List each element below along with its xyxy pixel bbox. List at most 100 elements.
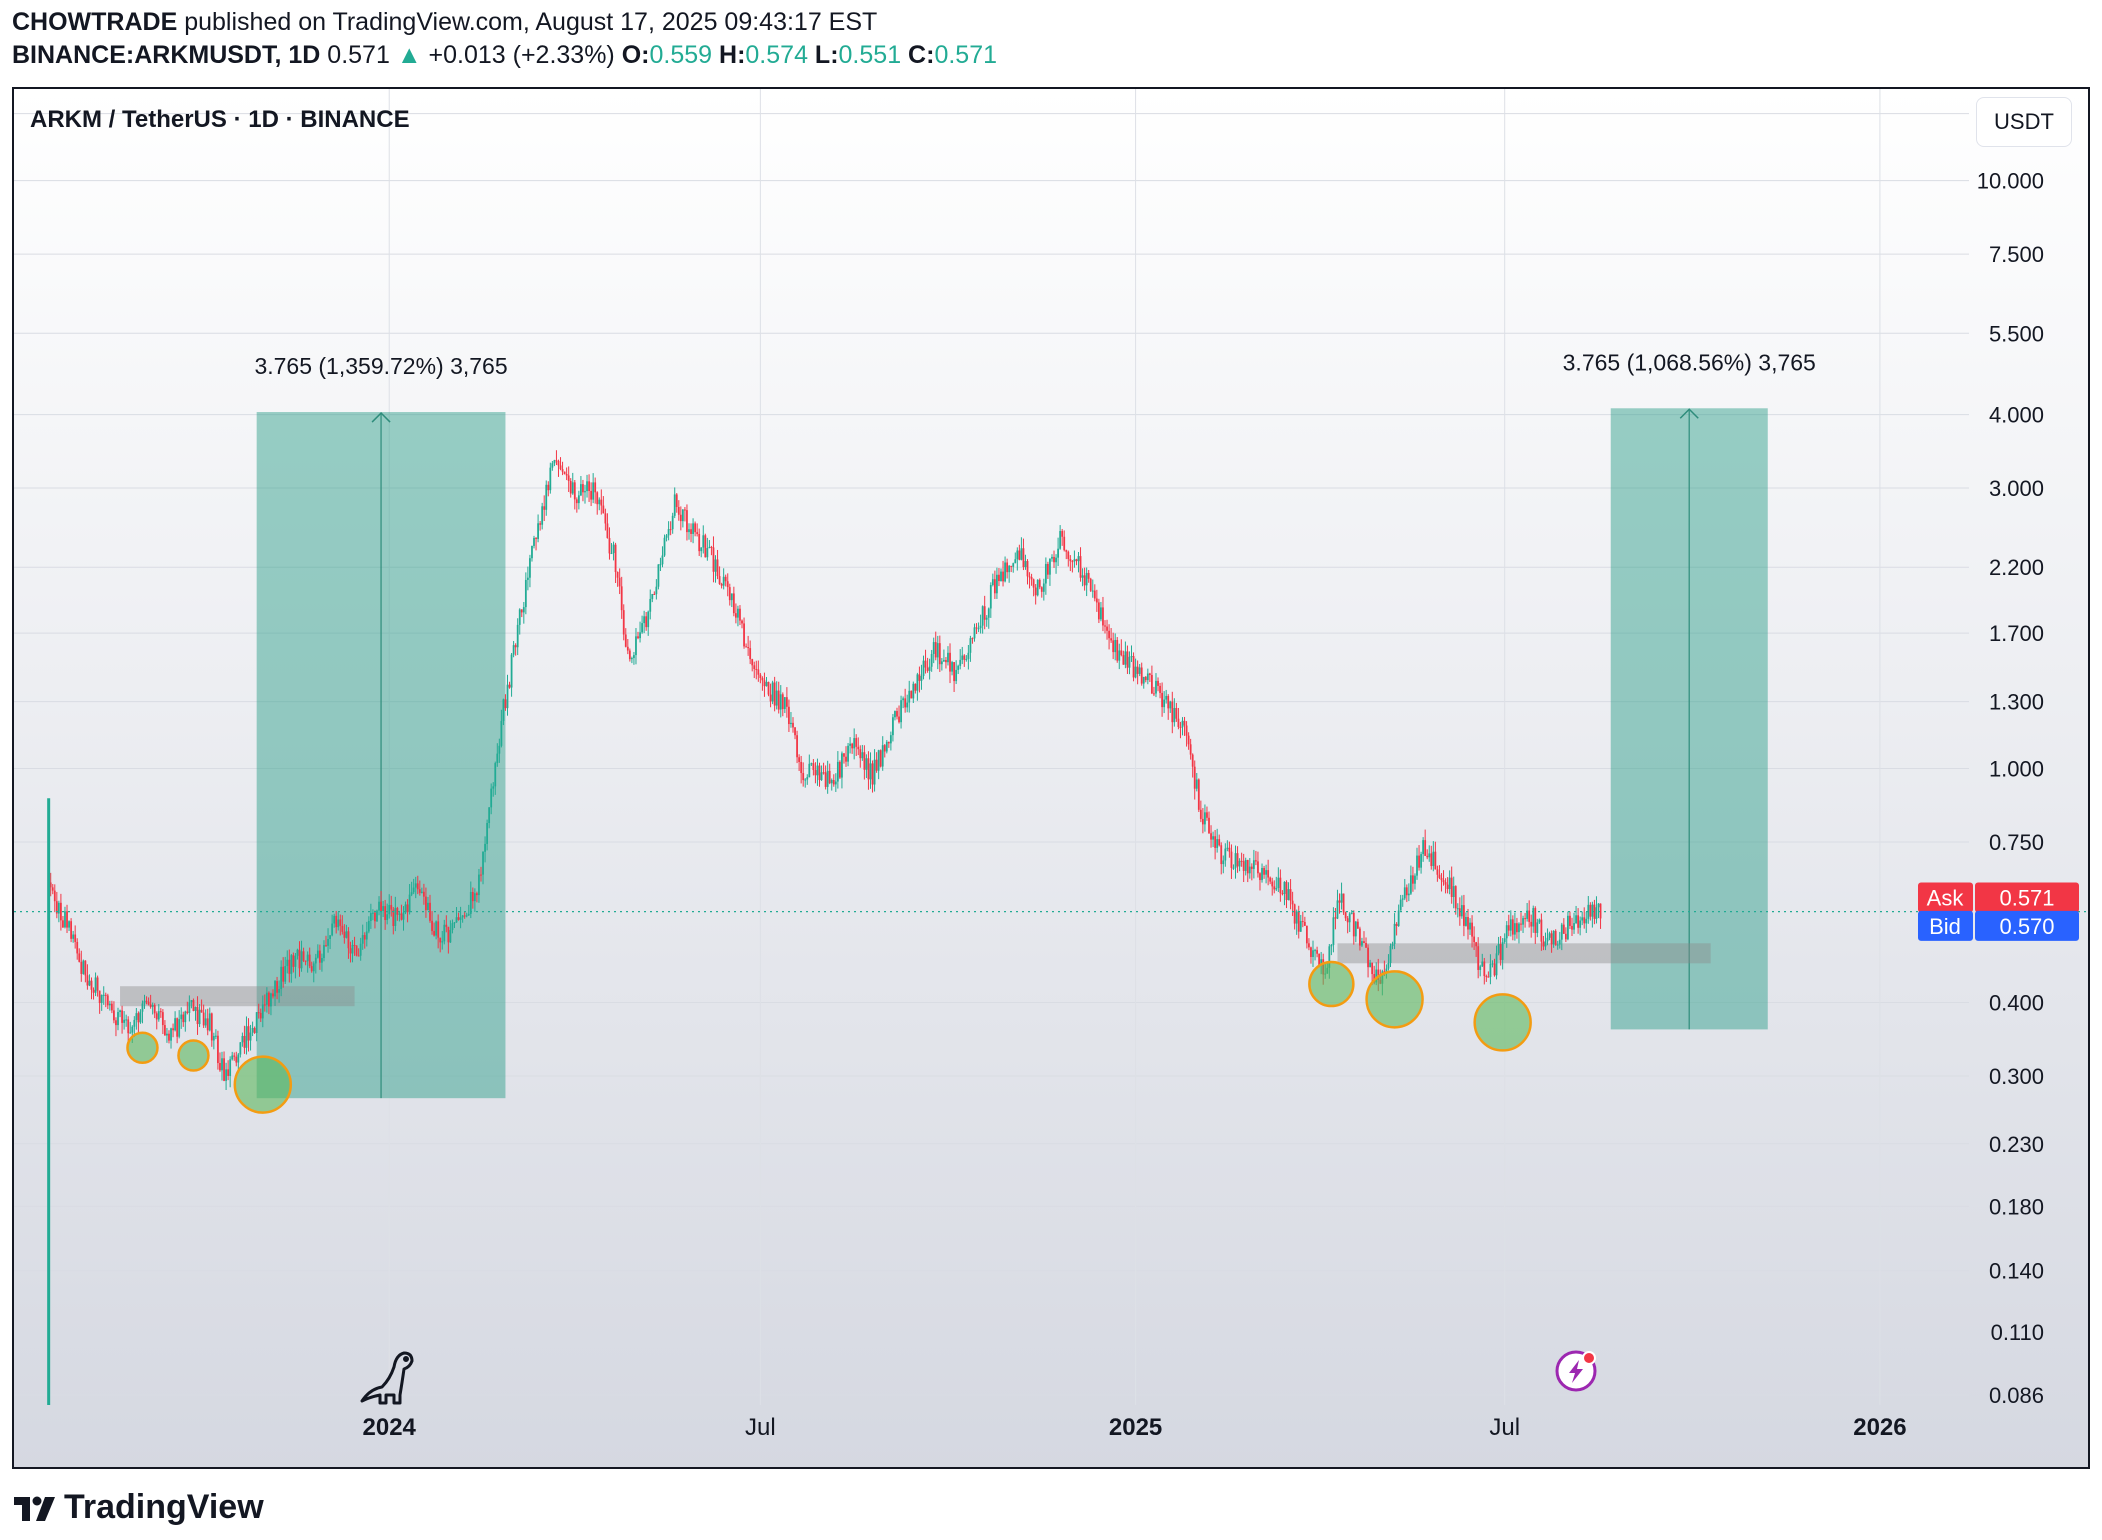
candle-body-up: [1077, 556, 1080, 562]
candle-body-up: [178, 1019, 181, 1037]
candle-body-up: [947, 652, 949, 663]
candle-body-down: [608, 537, 611, 554]
candle-body-down: [508, 684, 511, 688]
candle-body-up: [1277, 877, 1280, 888]
candle-body-down: [433, 931, 435, 936]
candle-body-down: [1087, 572, 1090, 579]
support-touch-circle: [126, 1031, 159, 1065]
candle-body-down: [347, 931, 350, 949]
candle-body-up: [1503, 938, 1506, 943]
candle-body-up: [657, 564, 660, 587]
candle-body-up: [410, 892, 413, 895]
candle-body-up: [57, 902, 60, 914]
candle-body-down: [1316, 950, 1318, 954]
candle-body-up: [533, 537, 535, 546]
candle-body-down: [739, 608, 741, 621]
candle-body-down: [1334, 917, 1337, 919]
currency-unit-button[interactable]: USDT: [1976, 97, 2072, 147]
candle-body-up: [496, 753, 499, 764]
candle-body-up: [1330, 945, 1333, 947]
candle-body-up: [889, 735, 892, 744]
candle-body-down: [339, 919, 342, 926]
candle-body-up: [1142, 676, 1145, 684]
high-label: H:: [719, 41, 746, 69]
candle-body-up: [1489, 963, 1492, 977]
candle-body-down: [645, 616, 648, 628]
candle-body-down: [1102, 607, 1104, 626]
candle-body-up: [877, 750, 880, 771]
candle-body-down: [910, 690, 913, 699]
candle-body-down: [755, 669, 758, 671]
candle-body-up: [1369, 962, 1372, 968]
candle-body-up: [706, 548, 709, 558]
candle-body-up: [1532, 908, 1535, 927]
candle-body-down: [1177, 718, 1180, 727]
candle-body-up: [1012, 563, 1015, 567]
candle-body-up: [129, 1032, 132, 1034]
candle-body-up: [1361, 941, 1363, 946]
candle-body-up: [398, 913, 401, 915]
candle-body-down: [1467, 916, 1469, 930]
candle-body-down: [1250, 866, 1253, 869]
candle-body-down: [243, 1035, 246, 1048]
candle-body-down: [1365, 942, 1367, 948]
candle-body-up: [214, 1035, 217, 1037]
candle-body-down: [53, 890, 56, 902]
candle-body-down: [1530, 921, 1533, 927]
candle-body-up: [708, 546, 711, 549]
candle-body-down: [898, 716, 900, 723]
candle-body-up: [649, 598, 652, 612]
candle-body-up: [492, 786, 495, 789]
candle-body-down: [1281, 893, 1284, 895]
candle-body-up: [490, 788, 493, 808]
candle-body-down: [49, 882, 52, 888]
candle-body-down: [726, 581, 729, 588]
candle-body-up: [1036, 579, 1039, 596]
candle-body-down: [1344, 912, 1347, 919]
chart-title: ARKM / TetherUS · 1D · BINANCE: [30, 106, 410, 133]
ask-value: 0.571: [1999, 886, 2054, 911]
candle-body-up: [635, 636, 637, 656]
candle-body-up: [1020, 548, 1023, 560]
candle-body-up: [208, 1013, 211, 1031]
candle-body-up: [1165, 695, 1168, 700]
candle-body-up: [1252, 860, 1255, 869]
candle-body-down: [127, 1019, 130, 1034]
candle-body-up: [166, 1033, 168, 1036]
candle-body-up: [633, 655, 635, 659]
candle-body-down: [1473, 936, 1476, 943]
candle-body-down: [396, 907, 399, 915]
candle-body-up: [957, 665, 960, 670]
candle-body-down: [1006, 562, 1009, 573]
candle-body-down: [1483, 961, 1486, 977]
candle-body-up: [1350, 912, 1353, 914]
candle-body-down: [1034, 587, 1037, 596]
candle-body-down: [1424, 840, 1427, 856]
candle-body-up: [478, 874, 480, 896]
candle-body-up: [139, 1011, 142, 1023]
candle-body-down: [698, 533, 701, 552]
candle-body-up: [1546, 937, 1549, 942]
candle-body-down: [620, 586, 623, 611]
candle-body-up: [1128, 656, 1131, 668]
y-tick-label: 0.086: [1989, 1383, 2044, 1408]
candle-body-up: [714, 559, 717, 572]
candle-body-down: [1293, 904, 1296, 924]
candle-body-down: [953, 662, 955, 682]
candle-body-down: [200, 1009, 203, 1013]
tradingview-footer[interactable]: TradingView: [12, 1488, 264, 1527]
candle-body-down: [724, 576, 727, 582]
candles: [47, 450, 1602, 1405]
lightning-badge-icon[interactable]: [1555, 1350, 1597, 1392]
candle-body-up: [737, 608, 739, 618]
candle-body-up: [188, 1002, 191, 1013]
candle-body-up: [830, 780, 833, 784]
candle-body-down: [51, 887, 54, 891]
candle-body-down: [1540, 919, 1543, 942]
candle-body-down: [1197, 779, 1200, 810]
candle-body-down: [1075, 559, 1078, 562]
candle-body-up: [955, 669, 958, 682]
candle-body-up: [1091, 590, 1094, 592]
